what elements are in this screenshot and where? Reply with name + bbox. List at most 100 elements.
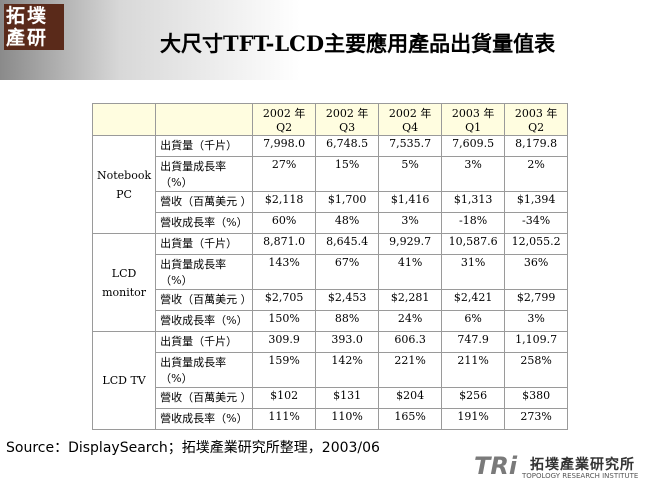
brand-mark: TRi	[474, 452, 518, 480]
group-label: Notebook PC	[91, 135, 157, 234]
row: 出貨量成長率（%） 27% 15% 5% 3% 2%	[93, 156, 569, 192]
cell: 24%	[378, 310, 443, 332]
cell: 159%	[252, 352, 317, 388]
cell: 48%	[315, 212, 380, 234]
cell: 8,179.8	[504, 135, 569, 157]
cell: $204	[378, 387, 443, 409]
row-label: 出貨量成長率（%）	[155, 352, 254, 388]
cell: 3%	[441, 156, 506, 192]
cell: 6,748.5	[315, 135, 380, 157]
cell: 142%	[315, 352, 380, 388]
row-label: 出貨量（千片）	[155, 135, 254, 157]
cell: 6%	[441, 310, 506, 332]
cell: 3%	[378, 212, 443, 234]
row-label: 營收成長率（%）	[155, 408, 254, 430]
cell: 31%	[441, 254, 506, 290]
column-header: 2002 年 Q2	[252, 103, 317, 136]
cell: 5%	[378, 156, 443, 192]
cell: $131	[315, 387, 380, 409]
column-header: 2002 年 Q3	[315, 103, 380, 136]
row: 營收（百萬美元 ） $102 $131 $204 $256 $380	[93, 387, 569, 409]
cell: 211%	[441, 352, 506, 388]
cell: 15%	[315, 156, 380, 192]
row-label: 出貨量成長率（%）	[155, 156, 254, 192]
row: 營收成長率（%） 150% 88% 24% 6% 3%	[93, 310, 569, 332]
cell: 747.9	[441, 331, 506, 353]
cell: 221%	[378, 352, 443, 388]
group-label: LCD TV	[91, 331, 157, 430]
cell: 273%	[504, 408, 569, 430]
cell: $2,421	[441, 289, 506, 311]
cell: 88%	[315, 310, 380, 332]
header-row: 2002 年 Q2 2002 年 Q3 2002 年 Q4 2003 年 Q1 2003…	[91, 103, 569, 136]
cell: 10,587.6	[441, 233, 506, 255]
brand-sub: TOPOLOGY RESEARCH INSTITUTE	[522, 472, 639, 480]
row-label: 出貨量（千片）	[155, 331, 254, 353]
row: 營收（百萬美元 ） $2,118 $1,700 $1,416 $1,313 $1,394	[93, 191, 569, 213]
cell: 41%	[378, 254, 443, 290]
corner-cell	[91, 103, 157, 136]
column-header: 2003 年 Q1	[441, 103, 506, 136]
source: Source：DisplaySearch；拓墣產業研究所整理，2003/06	[6, 440, 380, 456]
cell: 143%	[252, 254, 317, 290]
row: 出貨量成長率（%） 159% 142% 221% 211% 258%	[93, 352, 569, 388]
table: 2002 年 Q2 2002 年 Q3 2002 年 Q4 2003 年 Q1 2003…	[91, 103, 569, 430]
title: 大尺寸TFT-LCD主要應用產品出貨量值表	[160, 31, 556, 56]
cell: $1,700	[315, 191, 380, 213]
cell: 2%	[504, 156, 569, 192]
cell: $256	[441, 387, 506, 409]
cell: 150%	[252, 310, 317, 332]
cell: -18%	[441, 212, 506, 234]
row-label: 出貨量（千片）	[155, 233, 254, 255]
row: LCD monitor 出貨量（千片） 8,871.0 8,645.4 9,929.7 1…	[91, 233, 569, 332]
cell: 27%	[252, 156, 317, 192]
cell: $102	[252, 387, 317, 409]
row: Notebook PC 出貨量（千片） 7,998.0 6,748.5 7,535.7 7…	[91, 135, 569, 234]
row-label: 營收（百萬美元 ）	[155, 191, 254, 213]
cell: 165%	[378, 408, 443, 430]
cell: 191%	[441, 408, 506, 430]
row-label: 營收（百萬美元 ）	[155, 289, 254, 311]
row-label: 出貨量成長率（%）	[155, 254, 254, 290]
cell: 7,535.7	[378, 135, 443, 157]
column-header: 2003 年 Q2	[504, 103, 569, 136]
group-label: LCD monitor	[91, 233, 157, 332]
cell: 7,998.0	[252, 135, 317, 157]
cell: 36%	[504, 254, 569, 290]
cell: $1,313	[441, 191, 506, 213]
cell: $2,799	[504, 289, 569, 311]
cell: $1,416	[378, 191, 443, 213]
row: 出貨量成長率（%） 143% 67% 41% 31% 36%	[93, 254, 569, 290]
cell: 393.0	[315, 331, 380, 353]
cell: 7,609.5	[441, 135, 506, 157]
brand-name: 拓墣產業研究所	[530, 457, 635, 473]
cell: 12,055.2	[504, 233, 569, 255]
cell: 1,109.7	[504, 331, 569, 353]
row: LCD TV 出貨量（千片） 309.9 393.0 606.3 747.9 1,109.7	[91, 331, 569, 430]
cell: 606.3	[378, 331, 443, 353]
cell: $2,281	[378, 289, 443, 311]
row-label: 營收成長率（%）	[155, 310, 254, 332]
cell: $1,394	[504, 191, 569, 213]
corner-cell	[155, 103, 254, 136]
cell: 9,929.7	[378, 233, 443, 255]
column-header: 2002 年 Q4	[378, 103, 443, 136]
cell: 110%	[315, 408, 380, 430]
cell: 3%	[504, 310, 569, 332]
background	[0, 0, 650, 80]
cell: $2,705	[252, 289, 317, 311]
cell: 8,645.4	[315, 233, 380, 255]
cell: 111%	[252, 408, 317, 430]
row: 營收成長率（%） 111% 110% 165% 191% 273%	[93, 408, 569, 430]
logo: 拓墣產研	[4, 4, 64, 50]
cell: 258%	[504, 352, 569, 388]
row: 營收（百萬美元 ） $2,705 $2,453 $2,281 $2,421 $2,799	[93, 289, 569, 311]
cell: $2,118	[252, 191, 317, 213]
cell: 8,871.0	[252, 233, 317, 255]
cell: $2,453	[315, 289, 380, 311]
row-label: 營收（百萬美元 ）	[155, 387, 254, 409]
row-label: 營收成長率（%）	[155, 212, 254, 234]
cell: -34%	[504, 212, 569, 234]
cell: $380	[504, 387, 569, 409]
